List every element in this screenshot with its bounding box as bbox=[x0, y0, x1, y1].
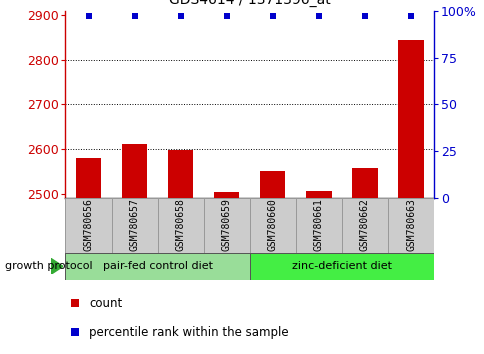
Text: GSM780660: GSM780660 bbox=[267, 198, 277, 251]
Point bbox=[71, 329, 78, 335]
Bar bbox=[295, 198, 341, 253]
Point bbox=[71, 301, 78, 306]
Bar bbox=[351, 168, 377, 198]
Text: count: count bbox=[89, 297, 122, 310]
Bar bbox=[259, 171, 285, 198]
Bar bbox=[341, 198, 387, 253]
Text: GSM780659: GSM780659 bbox=[221, 198, 231, 251]
Title: GDS4614 / 1371396_at: GDS4614 / 1371396_at bbox=[168, 0, 330, 7]
Text: pair-fed control diet: pair-fed control diet bbox=[103, 261, 212, 272]
Bar bbox=[305, 191, 331, 198]
Bar bbox=[76, 158, 101, 198]
Text: GSM780656: GSM780656 bbox=[83, 198, 93, 251]
Text: GSM780658: GSM780658 bbox=[175, 198, 185, 251]
Text: GSM780663: GSM780663 bbox=[405, 198, 415, 251]
Bar bbox=[65, 253, 249, 280]
Text: growth protocol: growth protocol bbox=[5, 261, 92, 271]
Text: GSM780657: GSM780657 bbox=[129, 198, 139, 251]
Point bbox=[314, 13, 322, 19]
Point bbox=[268, 13, 276, 19]
Bar bbox=[397, 40, 423, 198]
Polygon shape bbox=[51, 258, 63, 274]
Bar bbox=[167, 150, 193, 198]
Text: GSM780661: GSM780661 bbox=[313, 198, 323, 251]
Bar bbox=[213, 192, 239, 198]
Bar bbox=[203, 198, 249, 253]
Point bbox=[176, 13, 184, 19]
Text: GSM780662: GSM780662 bbox=[359, 198, 369, 251]
Bar bbox=[249, 198, 295, 253]
Bar bbox=[121, 144, 147, 198]
Point bbox=[360, 13, 368, 19]
Point bbox=[84, 13, 92, 19]
Point bbox=[222, 13, 230, 19]
Point bbox=[406, 13, 414, 19]
Bar bbox=[65, 198, 111, 253]
Bar bbox=[249, 253, 433, 280]
Point bbox=[130, 13, 138, 19]
Bar bbox=[157, 198, 203, 253]
Bar bbox=[387, 198, 433, 253]
Text: percentile rank within the sample: percentile rank within the sample bbox=[89, 326, 288, 339]
Text: zinc-deficient diet: zinc-deficient diet bbox=[291, 261, 391, 272]
Bar bbox=[111, 198, 157, 253]
